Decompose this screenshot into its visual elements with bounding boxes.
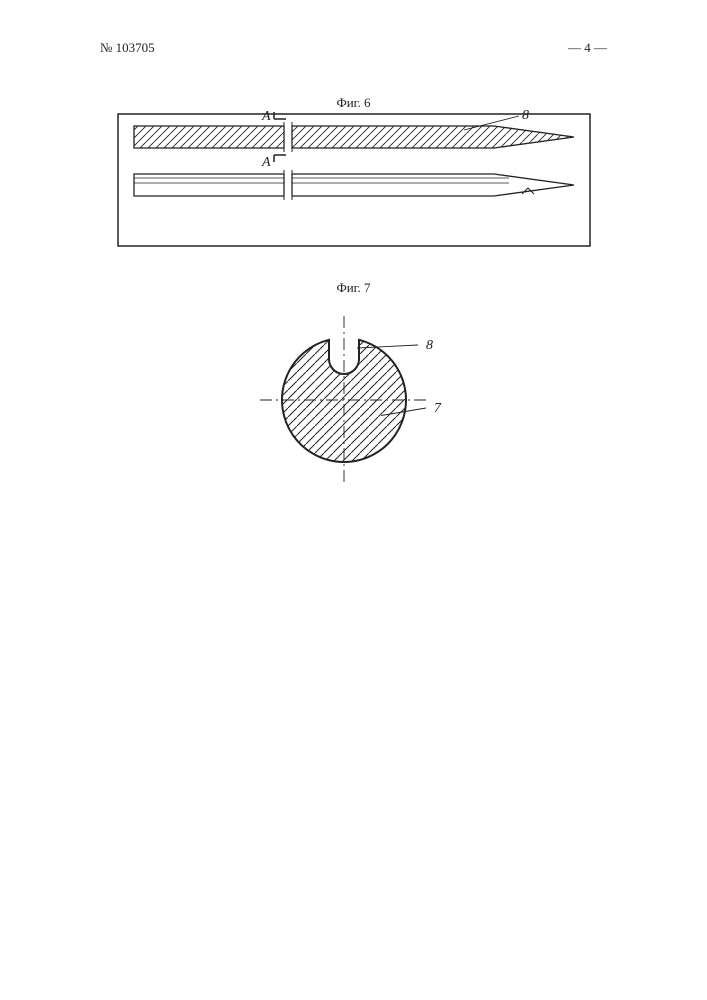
page-header: № 103705 — 4 — bbox=[0, 40, 707, 56]
page-number: — 4 — bbox=[568, 40, 607, 56]
svg-text:А: А bbox=[261, 110, 271, 124]
svg-text:8: 8 bbox=[426, 338, 433, 353]
doc-number-value: 103705 bbox=[116, 40, 155, 55]
doc-number: № 103705 bbox=[100, 40, 155, 56]
svg-text:А: А bbox=[261, 155, 271, 170]
fig7-container: 87 bbox=[234, 300, 474, 505]
svg-text:8: 8 bbox=[522, 110, 529, 123]
fig6-container: А А 8 bbox=[114, 110, 594, 255]
fig7-svg: 87 bbox=[234, 300, 474, 500]
svg-text:7: 7 bbox=[434, 401, 442, 416]
fig6-caption: Фиг. 6 bbox=[0, 95, 707, 111]
doc-number-prefix: № bbox=[100, 40, 112, 55]
fig6-svg: А А 8 bbox=[114, 110, 594, 250]
fig7-caption: Фиг. 7 bbox=[0, 280, 707, 296]
